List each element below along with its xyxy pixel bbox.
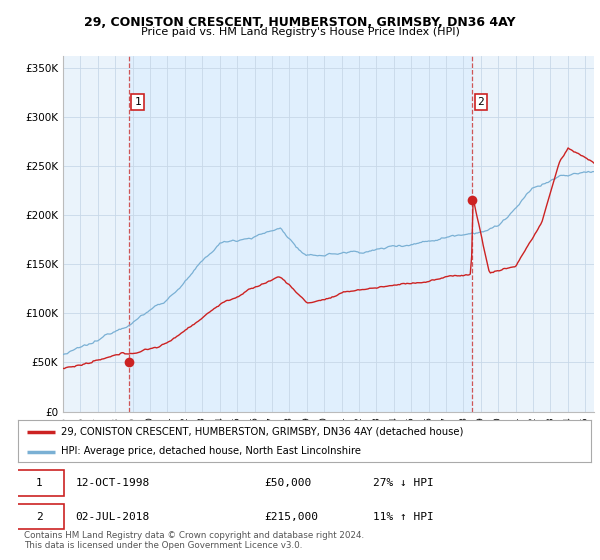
Text: 2: 2 — [36, 512, 43, 521]
Text: £215,000: £215,000 — [265, 512, 319, 521]
FancyBboxPatch shape — [15, 504, 64, 529]
Text: 1: 1 — [134, 97, 141, 107]
Text: 02-JUL-2018: 02-JUL-2018 — [76, 512, 149, 521]
Text: £50,000: £50,000 — [265, 478, 311, 488]
Text: 2: 2 — [478, 97, 484, 107]
Text: 29, CONISTON CRESCENT, HUMBERSTON, GRIMSBY, DN36 4AY: 29, CONISTON CRESCENT, HUMBERSTON, GRIMS… — [84, 16, 516, 29]
Text: 1: 1 — [36, 478, 43, 488]
Text: 12-OCT-1998: 12-OCT-1998 — [76, 478, 149, 488]
Text: 11% ↑ HPI: 11% ↑ HPI — [373, 512, 434, 521]
Bar — [129, 56, 472, 412]
Text: 27% ↓ HPI: 27% ↓ HPI — [373, 478, 434, 488]
Text: Contains HM Land Registry data © Crown copyright and database right 2024.
This d: Contains HM Land Registry data © Crown c… — [24, 530, 364, 550]
FancyBboxPatch shape — [15, 470, 64, 496]
Text: Price paid vs. HM Land Registry's House Price Index (HPI): Price paid vs. HM Land Registry's House … — [140, 27, 460, 37]
Text: 29, CONISTON CRESCENT, HUMBERSTON, GRIMSBY, DN36 4AY (detached house): 29, CONISTON CRESCENT, HUMBERSTON, GRIMS… — [61, 427, 463, 437]
Text: HPI: Average price, detached house, North East Lincolnshire: HPI: Average price, detached house, Nort… — [61, 446, 361, 456]
